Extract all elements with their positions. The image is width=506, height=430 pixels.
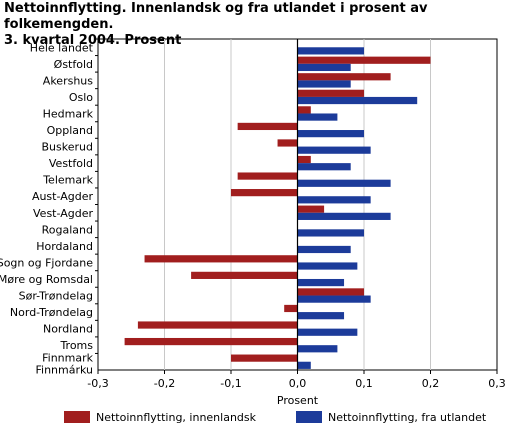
- bar-utlandet: [297, 63, 351, 72]
- bar-innenlandsk: [297, 56, 431, 64]
- bar-utlandet: [297, 312, 345, 320]
- bar-innenlandsk: [297, 89, 364, 97]
- bar-innenlandsk: [277, 139, 298, 147]
- bar-utlandet: [297, 278, 345, 287]
- bar-innenlandsk: [297, 205, 325, 213]
- bar-utlandet: [297, 262, 358, 270]
- x-tick-label: 0,3: [488, 377, 506, 390]
- category-label: Aust-Agder: [32, 190, 94, 203]
- bar-utlandet: [297, 47, 364, 55]
- legend-utlandet-label: Nettoinnflytting, fra utlandet: [328, 411, 487, 424]
- category-label: Finnmark Finnmárku: [35, 352, 93, 377]
- bar-innenlandsk: [297, 73, 391, 81]
- chart-title: Nettoinnflytting. Innenlandsk og fra utl…: [4, 1, 502, 49]
- x-tick-label: 0,1: [355, 377, 373, 390]
- category-label: Østfold: [54, 58, 93, 71]
- bar-utlandet: [297, 163, 351, 171]
- category-label: Møre og Romsdal: [0, 273, 93, 286]
- bar-innenlandsk: [284, 304, 298, 313]
- category-label: Buskerud: [42, 141, 93, 154]
- bar-innenlandsk: [137, 321, 298, 329]
- chart-title-line-2: 3. kvartal 2004. Prosent: [4, 33, 182, 48]
- bar-utlandet: [297, 328, 358, 336]
- category-label: Telemark: [42, 174, 93, 187]
- bar-utlandet: [297, 295, 371, 303]
- legend-innenlandsk-label: Nettoinnflytting, innenlandsk: [96, 411, 257, 424]
- category-label-line: Finnmárku: [35, 364, 93, 377]
- bar-utlandet: [297, 345, 338, 353]
- category-label: Sør-Trøndelag: [19, 290, 93, 303]
- bar-utlandet: [297, 113, 338, 121]
- category-label: Sogn og Fjordane: [0, 256, 93, 269]
- bar-utlandet: [297, 196, 371, 204]
- bar-utlandet: [297, 245, 351, 254]
- bar-utlandet: [297, 146, 371, 154]
- x-tick-label: -0,2: [154, 377, 175, 390]
- bar-innenlandsk: [297, 288, 364, 296]
- bar-innenlandsk: [144, 255, 298, 263]
- x-tick-label: 0,2: [422, 377, 440, 390]
- bar-innenlandsk: [297, 155, 311, 164]
- category-label: Oslo: [69, 91, 93, 104]
- bar-innenlandsk: [297, 106, 311, 114]
- x-axis-title: Prosent: [277, 394, 319, 407]
- bar-utlandet: [297, 361, 311, 369]
- bar-innenlandsk: [191, 271, 298, 279]
- bar-innenlandsk: [231, 354, 298, 362]
- category-label: Hedmark: [43, 107, 94, 120]
- bar-utlandet: [297, 96, 418, 105]
- category-label: Akershus: [43, 74, 93, 87]
- category-label: Troms: [59, 339, 93, 352]
- bar-utlandet: [297, 130, 364, 138]
- bar-innenlandsk: [231, 189, 298, 197]
- legend-innenlandsk-swatch: [64, 411, 90, 423]
- chart-title-line-1: Nettoinnflytting. Innenlandsk og fra utl…: [4, 1, 428, 32]
- x-tick-label: -0,1: [220, 377, 241, 390]
- category-label-line: Finnmark: [42, 352, 94, 365]
- bar-utlandet: [297, 80, 351, 88]
- x-tick-label: -0,3: [87, 377, 108, 390]
- category-label: Nordland: [43, 323, 93, 336]
- bar-innenlandsk: [237, 172, 298, 180]
- bar-utlandet: [297, 229, 364, 237]
- category-label: Oppland: [47, 124, 93, 137]
- category-label: Hele landet: [30, 41, 94, 54]
- bar-utlandet: [297, 179, 391, 187]
- bar-innenlandsk: [237, 122, 298, 131]
- category-label: Rogaland: [42, 223, 93, 236]
- legend-utlandet-swatch: [296, 411, 322, 423]
- category-label: Vestfold: [49, 157, 93, 170]
- bar-innenlandsk: [124, 337, 298, 346]
- x-tick-label: 0,0: [289, 377, 307, 390]
- category-label: Vest-Agder: [33, 207, 93, 220]
- category-label: Nord-Trøndelag: [10, 306, 93, 319]
- category-label: Hordaland: [36, 240, 93, 253]
- bar-utlandet: [297, 212, 391, 220]
